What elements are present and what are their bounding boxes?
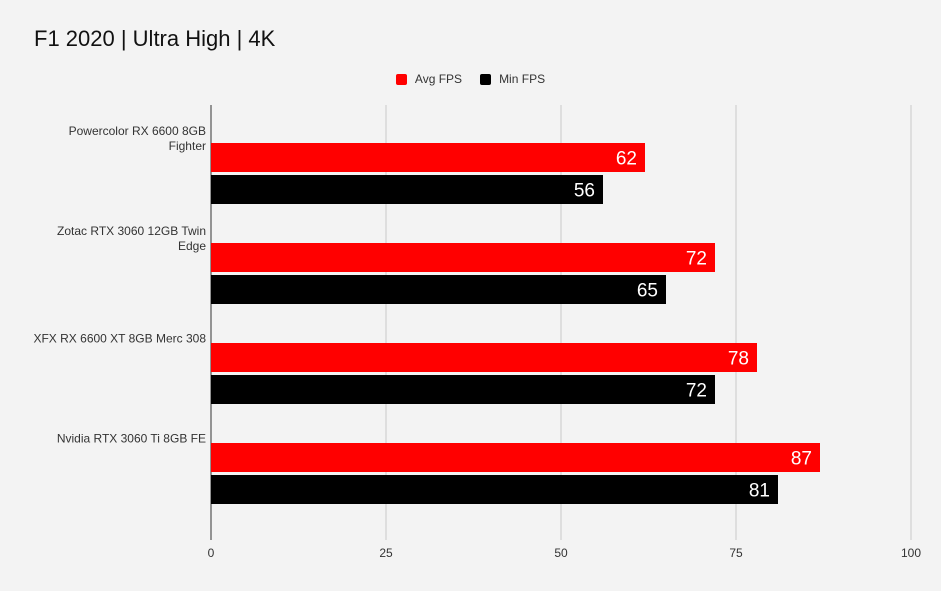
legend-item-min: Min FPS [480,72,545,86]
legend: Avg FPS Min FPS [0,72,941,86]
category-label: Nvidia RTX 3060 Ti 8GB FE [57,432,206,446]
x-tick-label: 50 [554,546,568,560]
bar-avg-fps [211,443,820,472]
data-label-avg-fps: 87 [791,449,812,470]
data-label-min-fps: 56 [574,181,595,202]
bar-min-fps [211,175,603,204]
chart-title: F1 2020 | Ultra High | 4K [34,26,276,51]
data-label-avg-fps: 72 [686,249,707,270]
x-tick-label: 75 [729,546,743,560]
data-label-min-fps: 65 [637,281,658,302]
bar-avg-fps [211,343,757,372]
legend-label-min: Min FPS [499,72,546,86]
bar-min-fps [211,375,715,404]
data-label-avg-fps: 62 [616,149,637,170]
category-label: Powercolor RX 6600 8GB Fighter [69,124,206,153]
bar-avg-fps [211,243,715,272]
bar-min-fps [211,475,778,504]
bar-min-fps [211,275,666,304]
x-tick-label: 25 [379,546,393,560]
category-label: Zotac RTX 3060 12GB Twin Edge [57,224,206,253]
x-tick-label: 100 [901,546,921,560]
data-label-min-fps: 72 [686,381,707,402]
x-tick-label: 0 [208,546,215,560]
category-label: XFX RX 6600 XT 8GB Merc 308 [33,332,206,346]
bar-avg-fps [211,143,645,172]
data-label-min-fps: 81 [749,481,770,502]
legend-item-avg: Avg FPS [395,72,463,86]
legend-swatch-min [480,73,492,85]
legend-swatch-avg [395,73,407,85]
data-label-avg-fps: 78 [728,349,749,370]
legend-label-avg: Avg FPS [414,72,463,86]
